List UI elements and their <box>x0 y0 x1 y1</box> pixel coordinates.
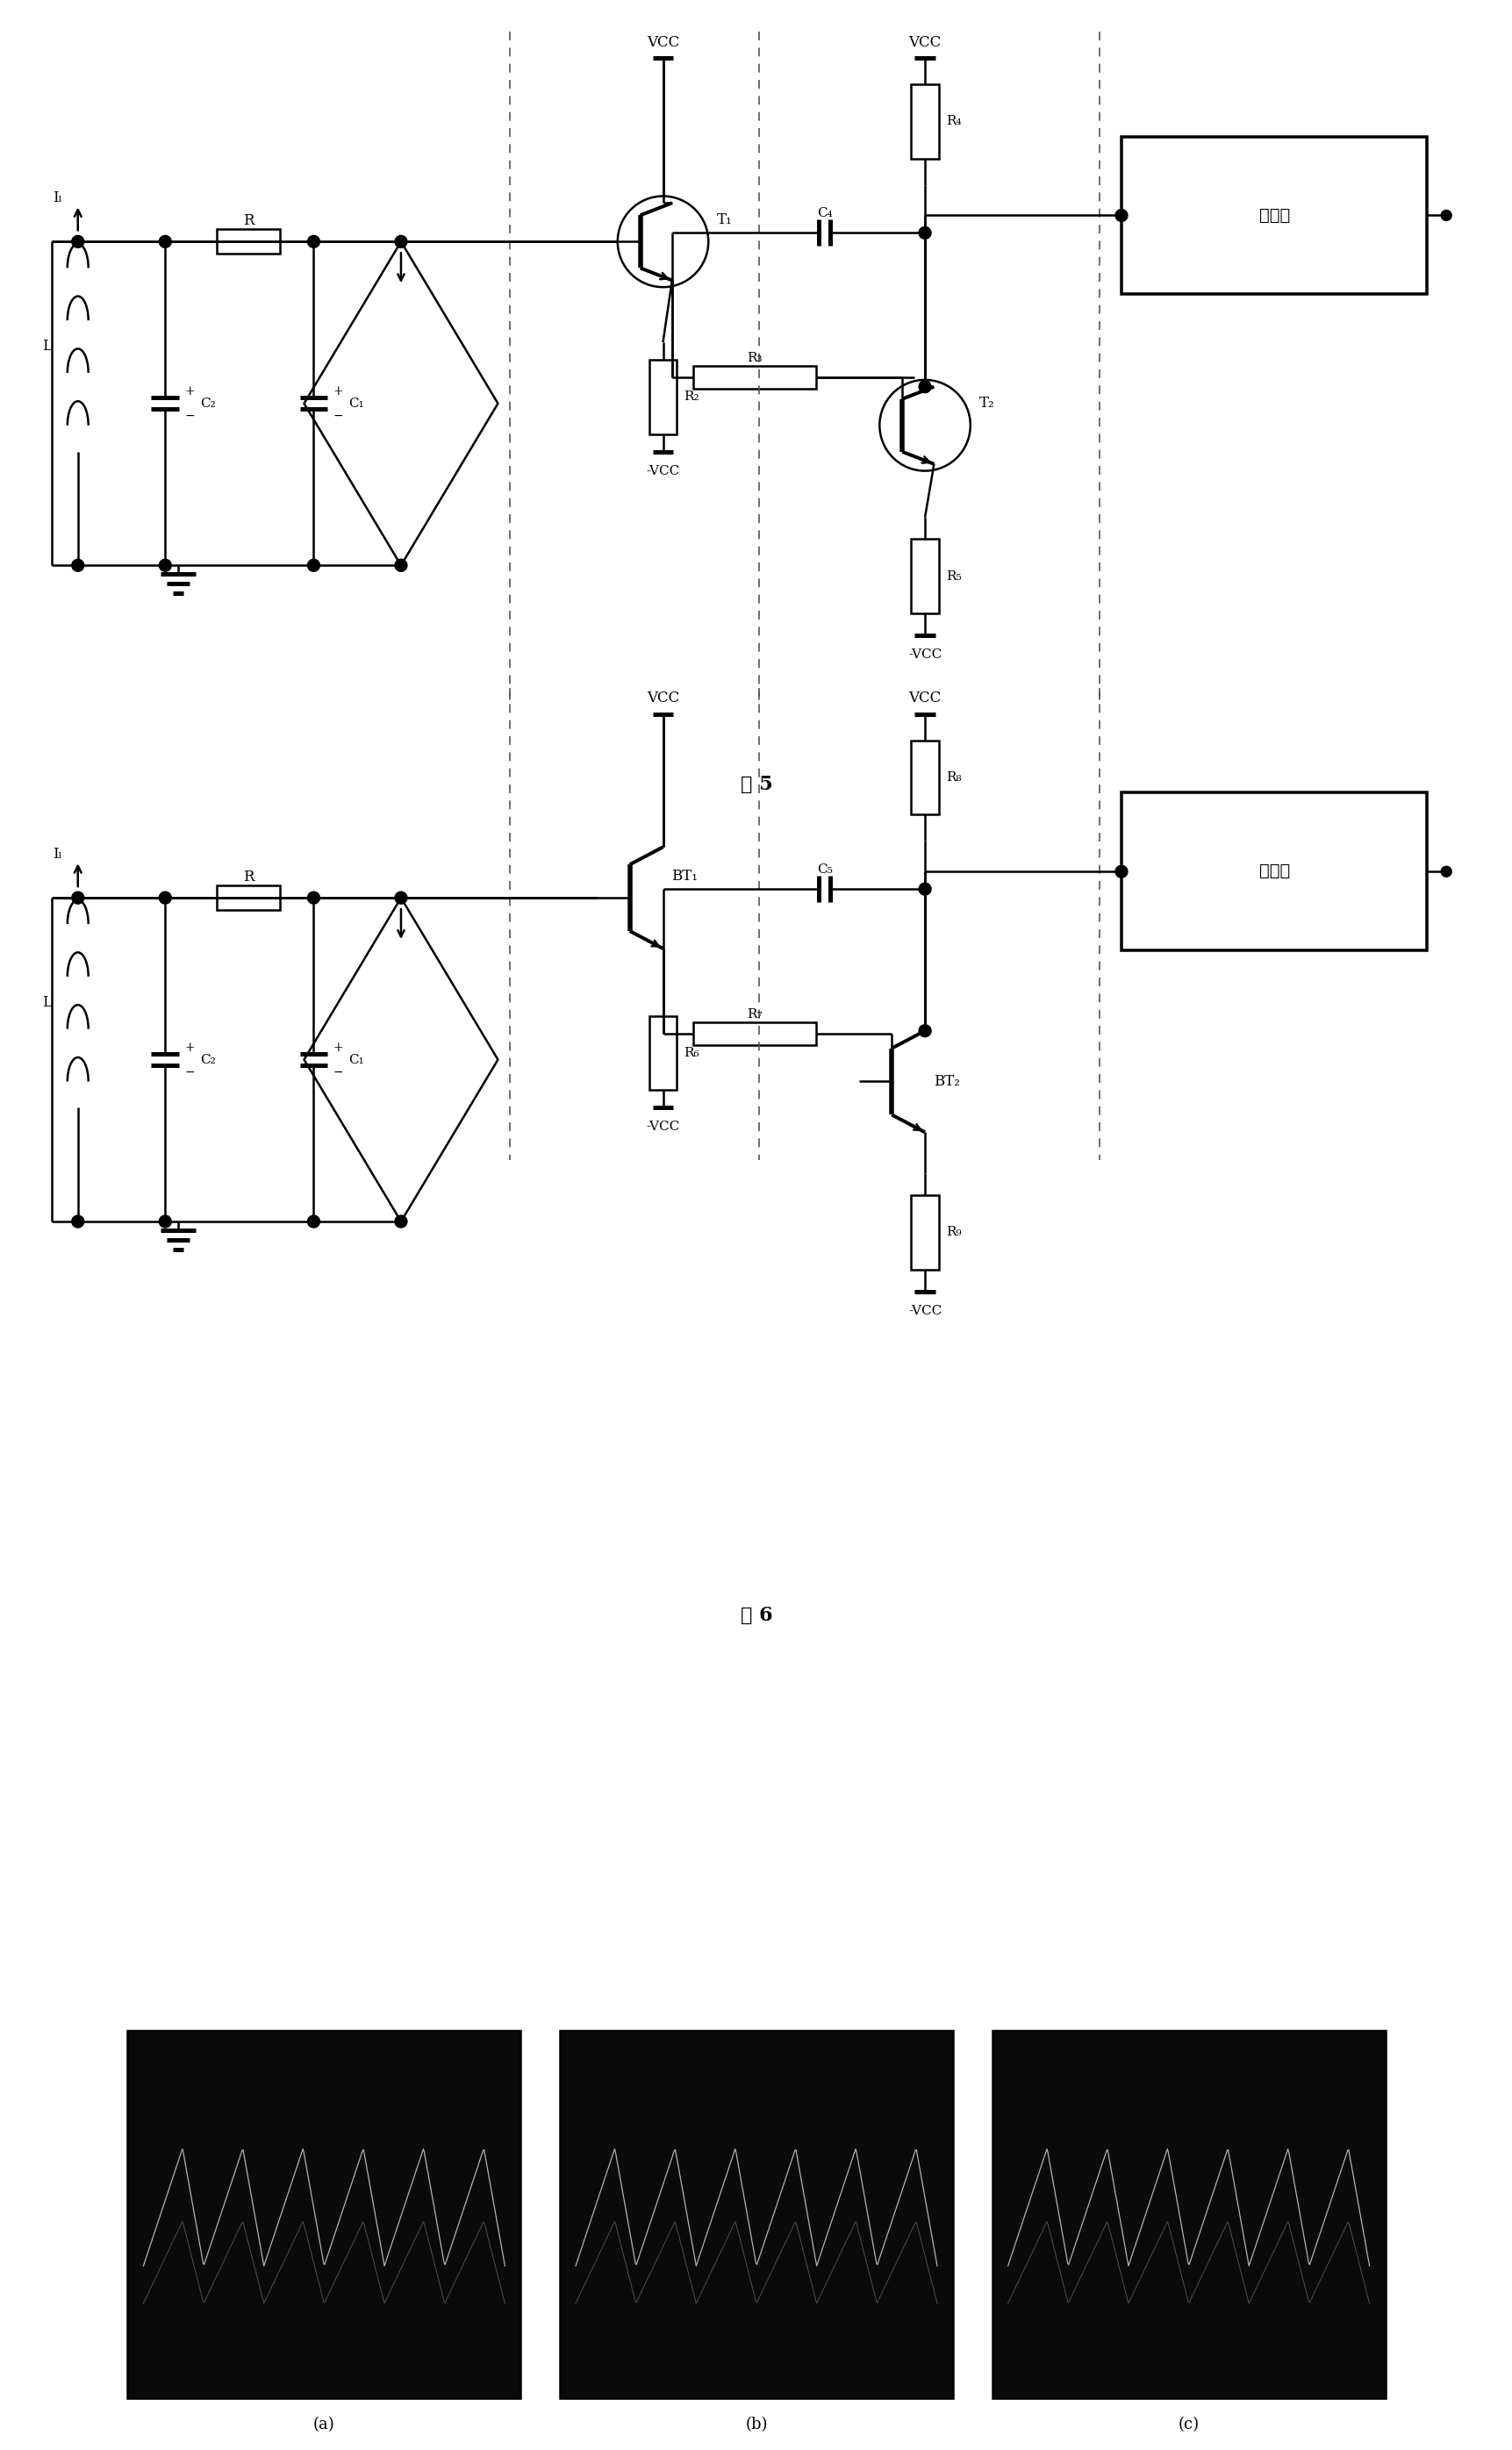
Text: C₂: C₂ <box>200 397 216 409</box>
Text: −: − <box>184 1066 195 1078</box>
Text: R: R <box>242 213 254 228</box>
Circle shape <box>918 882 930 894</box>
Bar <box>127 2031 520 2399</box>
Text: R₉: R₉ <box>945 1227 960 1240</box>
Circle shape <box>159 1215 171 1227</box>
Text: +: + <box>333 385 343 397</box>
Circle shape <box>918 228 930 240</box>
Text: 图 6: 图 6 <box>739 1605 773 1624</box>
Text: T₂: T₂ <box>978 397 993 412</box>
Text: 示波器: 示波器 <box>1258 208 1290 223</box>
Text: -VCC: -VCC <box>646 1120 679 1134</box>
Circle shape <box>71 235 85 247</box>
Text: BT₂: BT₂ <box>933 1073 960 1088</box>
Text: VCC: VCC <box>646 34 679 49</box>
Text: R₂: R₂ <box>683 392 699 404</box>
Bar <box>559 2031 953 2399</box>
Text: C₄: C₄ <box>816 208 832 220</box>
Text: +: + <box>184 1041 195 1054</box>
Circle shape <box>71 892 85 904</box>
Circle shape <box>395 235 407 247</box>
Text: 图 5: 图 5 <box>739 774 773 794</box>
Text: VCC: VCC <box>909 691 940 706</box>
Bar <box>649 360 676 434</box>
Text: Iₗ: Iₗ <box>53 191 62 206</box>
Circle shape <box>395 1215 407 1227</box>
Bar <box>692 365 815 390</box>
Text: +: + <box>333 1041 343 1054</box>
Text: C₁: C₁ <box>348 1054 364 1066</box>
Circle shape <box>918 380 930 392</box>
Circle shape <box>307 1215 319 1227</box>
Text: R₈: R₈ <box>945 772 960 784</box>
Text: -VCC: -VCC <box>907 649 942 662</box>
Circle shape <box>159 235 171 247</box>
Text: R₄: R₄ <box>945 115 960 127</box>
Text: -VCC: -VCC <box>646 466 679 478</box>
Text: +: + <box>184 385 195 397</box>
Text: C₅: C₅ <box>816 865 832 877</box>
Circle shape <box>307 892 319 904</box>
Text: R₃: R₃ <box>747 353 762 365</box>
Circle shape <box>71 559 85 571</box>
Text: R: R <box>242 870 254 884</box>
Circle shape <box>307 235 319 247</box>
Bar <box>910 83 939 159</box>
Text: R₆: R₆ <box>683 1046 699 1058</box>
Text: C₂: C₂ <box>200 1054 216 1066</box>
Circle shape <box>1114 865 1126 877</box>
Bar <box>910 740 939 816</box>
Circle shape <box>1441 867 1450 877</box>
Text: -VCC: -VCC <box>907 1303 942 1318</box>
Text: (c): (c) <box>1178 2416 1199 2433</box>
Text: −: − <box>333 409 343 421</box>
Circle shape <box>159 559 171 571</box>
Circle shape <box>71 1215 85 1227</box>
Text: 示波器: 示波器 <box>1258 865 1290 880</box>
Bar <box>992 2031 1385 2399</box>
Text: Iₗ: Iₗ <box>53 848 62 862</box>
Text: VCC: VCC <box>909 34 940 49</box>
Text: (b): (b) <box>745 2416 767 2433</box>
Bar <box>1120 794 1426 951</box>
Circle shape <box>395 892 407 904</box>
Bar <box>1120 137 1426 294</box>
Text: L: L <box>42 338 51 355</box>
Circle shape <box>159 892 171 904</box>
Text: −: − <box>184 409 195 421</box>
Bar <box>216 230 280 255</box>
Text: R₇: R₇ <box>747 1007 762 1019</box>
Text: L: L <box>42 995 51 1009</box>
Circle shape <box>1441 211 1450 220</box>
Bar <box>649 1017 676 1090</box>
Text: R₅: R₅ <box>945 571 962 583</box>
Text: VCC: VCC <box>646 691 679 706</box>
Text: BT₁: BT₁ <box>671 867 697 884</box>
Circle shape <box>918 1024 930 1036</box>
Bar <box>910 539 939 612</box>
Circle shape <box>307 559 319 571</box>
Circle shape <box>395 559 407 571</box>
Text: T₁: T₁ <box>717 213 732 228</box>
Bar <box>910 1196 939 1269</box>
Bar <box>692 1022 815 1044</box>
Text: (a): (a) <box>313 2416 334 2433</box>
Text: C₁: C₁ <box>348 397 364 409</box>
Circle shape <box>1114 208 1126 220</box>
Bar <box>216 884 280 909</box>
Text: −: − <box>333 1066 343 1078</box>
